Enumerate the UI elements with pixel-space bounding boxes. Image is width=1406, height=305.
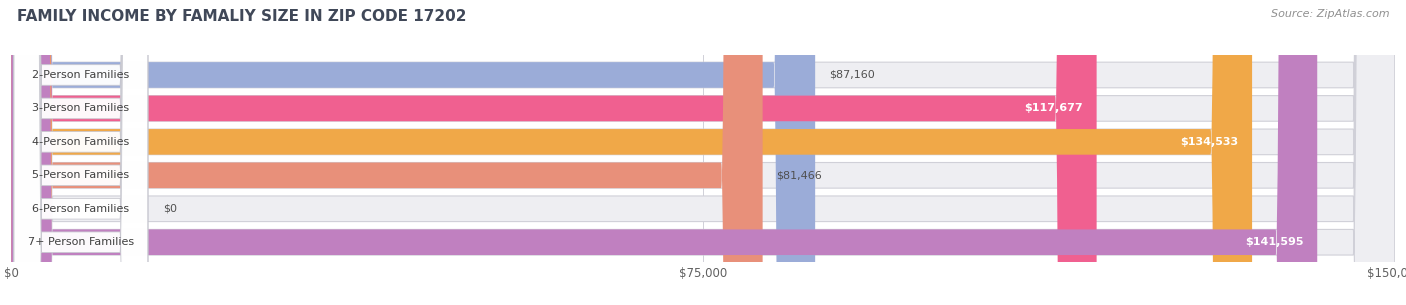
FancyBboxPatch shape [11, 0, 1317, 305]
Text: $87,160: $87,160 [830, 70, 875, 80]
Text: $81,466: $81,466 [776, 170, 823, 180]
FancyBboxPatch shape [11, 0, 762, 305]
FancyBboxPatch shape [11, 0, 1395, 305]
FancyBboxPatch shape [11, 0, 1253, 305]
FancyBboxPatch shape [11, 0, 1395, 305]
Text: $141,595: $141,595 [1244, 237, 1303, 247]
FancyBboxPatch shape [11, 0, 1395, 305]
FancyBboxPatch shape [14, 0, 148, 305]
Text: 6-Person Families: 6-Person Families [32, 204, 129, 214]
Text: 2-Person Families: 2-Person Families [32, 70, 129, 80]
Text: 5-Person Families: 5-Person Families [32, 170, 129, 180]
FancyBboxPatch shape [11, 0, 1097, 305]
Text: 3-Person Families: 3-Person Families [32, 103, 129, 113]
FancyBboxPatch shape [11, 0, 1395, 305]
FancyBboxPatch shape [14, 0, 148, 305]
Text: Source: ZipAtlas.com: Source: ZipAtlas.com [1271, 9, 1389, 19]
Text: FAMILY INCOME BY FAMALIY SIZE IN ZIP CODE 17202: FAMILY INCOME BY FAMALIY SIZE IN ZIP COD… [17, 9, 467, 24]
FancyBboxPatch shape [11, 0, 815, 305]
FancyBboxPatch shape [14, 0, 148, 305]
Text: $117,677: $117,677 [1024, 103, 1083, 113]
Text: 7+ Person Families: 7+ Person Families [28, 237, 134, 247]
FancyBboxPatch shape [14, 0, 148, 305]
FancyBboxPatch shape [14, 0, 148, 305]
Text: $0: $0 [163, 204, 177, 214]
Text: $134,533: $134,533 [1180, 137, 1239, 147]
Text: 4-Person Families: 4-Person Families [32, 137, 129, 147]
FancyBboxPatch shape [11, 0, 1395, 305]
FancyBboxPatch shape [11, 0, 1395, 305]
FancyBboxPatch shape [14, 0, 148, 305]
